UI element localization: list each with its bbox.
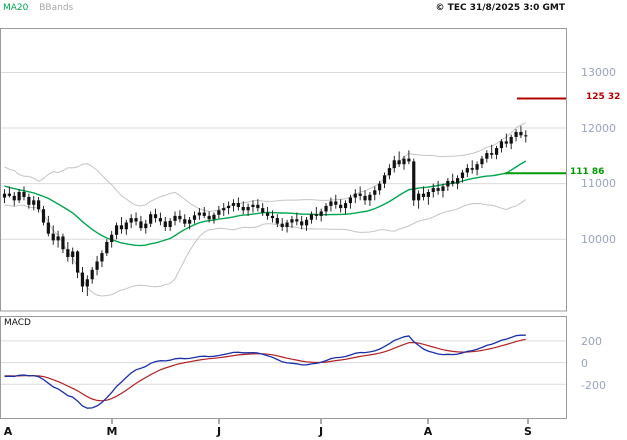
x-axis-month-label-sep: S <box>524 425 532 438</box>
copyright-text: © TEC 31/8/2025 3:0 GMT <box>435 3 565 13</box>
price-axis-tick-11000: 11000 <box>581 177 616 190</box>
macd-panel <box>4 334 526 409</box>
bollinger-lower-line <box>4 199 527 297</box>
candlesticks <box>2 125 528 296</box>
price-axis-tick-13000: 13000 <box>581 66 616 79</box>
price-panel <box>2 122 528 297</box>
macd-axis-tick-200: 200 <box>581 335 602 348</box>
ma20-line <box>4 160 527 247</box>
macd-line <box>4 334 526 409</box>
price-panel-frame <box>0 28 567 312</box>
x-axis-month-label-jul: J <box>318 425 324 438</box>
level-label-upper: 125 32 <box>586 92 621 102</box>
x-axis-month-label-apr: A <box>3 425 13 438</box>
price-axis-tick-12000: 12000 <box>581 122 616 135</box>
x-axis: A M J J A S <box>0 425 627 440</box>
x-axis-month-label-may: M <box>106 425 118 438</box>
macd-axis-tick-0: 0 <box>581 357 588 370</box>
macd-axis-tick-neg200: -200 <box>581 379 606 392</box>
macd-panel-frame <box>0 316 567 419</box>
x-axis-month-label-aug: A <box>423 425 433 438</box>
macd-signal-line <box>4 338 526 402</box>
legend-bbands-label: BBands <box>39 3 74 13</box>
x-axis-month-label-jun: J <box>216 425 222 438</box>
legend: MA20 BBands <box>3 3 73 13</box>
macd-panel-label: MACD <box>4 318 31 328</box>
legend-ma20-label: MA20 <box>3 3 29 13</box>
bollinger-upper-line <box>4 122 527 213</box>
price-axis-tick-10000: 10000 <box>581 233 616 246</box>
level-label-lower: 111 86 <box>570 167 605 177</box>
